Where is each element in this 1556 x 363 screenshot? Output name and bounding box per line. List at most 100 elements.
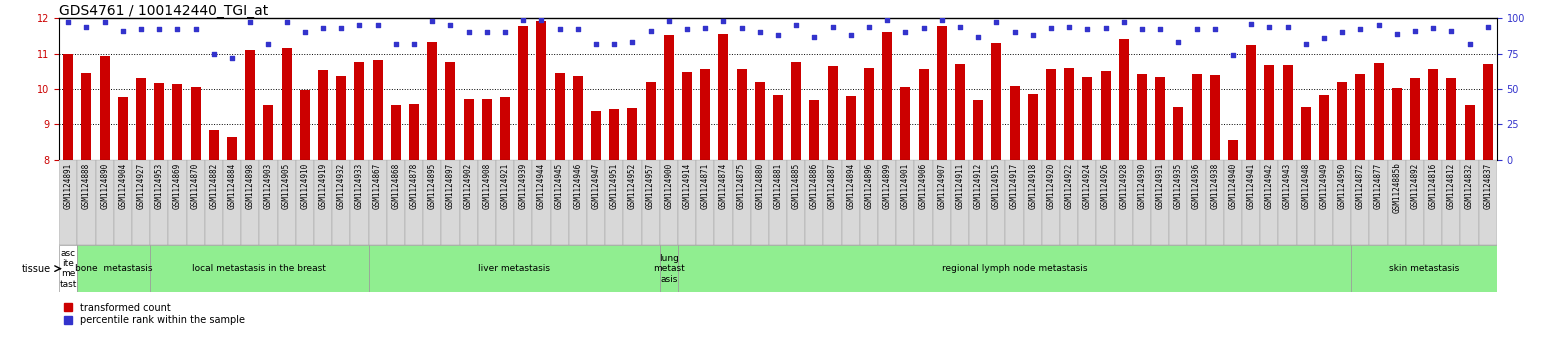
Bar bbox=[317, 70, 328, 160]
Point bbox=[56, 20, 81, 25]
Point bbox=[548, 26, 573, 32]
Bar bbox=[482, 99, 492, 160]
Bar bbox=[263, 105, 274, 160]
FancyBboxPatch shape bbox=[641, 160, 660, 245]
Text: GSM1124875: GSM1124875 bbox=[738, 162, 745, 208]
Bar bbox=[464, 99, 473, 160]
Bar bbox=[81, 73, 92, 160]
Bar bbox=[1246, 45, 1256, 160]
Point bbox=[929, 17, 954, 23]
Bar bbox=[664, 35, 674, 160]
Point bbox=[293, 29, 317, 35]
Text: GSM1124812: GSM1124812 bbox=[1447, 162, 1456, 208]
Bar bbox=[445, 62, 456, 160]
Bar bbox=[227, 138, 237, 160]
Text: GSM1124928: GSM1124928 bbox=[1119, 162, 1128, 208]
Bar bbox=[809, 100, 820, 160]
FancyBboxPatch shape bbox=[1169, 160, 1187, 245]
Point bbox=[784, 23, 809, 28]
FancyBboxPatch shape bbox=[1478, 160, 1497, 245]
Bar bbox=[591, 111, 601, 160]
FancyBboxPatch shape bbox=[260, 160, 277, 245]
Point bbox=[1439, 28, 1464, 34]
Bar bbox=[901, 87, 910, 160]
Text: GSM1124922: GSM1124922 bbox=[1064, 162, 1074, 208]
FancyBboxPatch shape bbox=[696, 160, 714, 245]
Bar bbox=[518, 26, 527, 160]
Text: GSM1124904: GSM1124904 bbox=[118, 162, 128, 208]
FancyBboxPatch shape bbox=[951, 160, 969, 245]
FancyBboxPatch shape bbox=[532, 160, 551, 245]
Point bbox=[1274, 24, 1299, 29]
Text: GSM1124895: GSM1124895 bbox=[428, 162, 437, 208]
FancyBboxPatch shape bbox=[1043, 160, 1060, 245]
Legend: transformed count, percentile rank within the sample: transformed count, percentile rank withi… bbox=[64, 302, 244, 326]
Bar bbox=[1046, 69, 1057, 160]
Text: GSM1124946: GSM1124946 bbox=[573, 162, 582, 208]
Point bbox=[1002, 29, 1027, 35]
FancyBboxPatch shape bbox=[1187, 160, 1206, 245]
Text: GSM1124832: GSM1124832 bbox=[1466, 162, 1474, 208]
FancyBboxPatch shape bbox=[369, 160, 387, 245]
FancyBboxPatch shape bbox=[551, 160, 568, 245]
FancyBboxPatch shape bbox=[787, 160, 806, 245]
Point bbox=[1203, 26, 1228, 32]
Point bbox=[801, 34, 826, 40]
Point bbox=[839, 32, 864, 38]
Text: GSM1124921: GSM1124921 bbox=[501, 162, 509, 208]
Bar bbox=[972, 99, 983, 160]
FancyBboxPatch shape bbox=[496, 160, 513, 245]
Text: GSM1124887: GSM1124887 bbox=[828, 162, 837, 208]
Text: GSM1124899: GSM1124899 bbox=[882, 162, 892, 208]
Bar bbox=[173, 83, 182, 160]
Text: GSM1124919: GSM1124919 bbox=[319, 162, 327, 208]
Text: GDS4761 / 100142440_TGI_at: GDS4761 / 100142440_TGI_at bbox=[59, 4, 268, 18]
Text: GSM1124945: GSM1124945 bbox=[555, 162, 565, 208]
FancyBboxPatch shape bbox=[350, 160, 369, 245]
Bar bbox=[428, 42, 437, 160]
Point bbox=[219, 55, 244, 61]
Text: GSM1124936: GSM1124936 bbox=[1192, 162, 1201, 208]
Bar bbox=[736, 69, 747, 160]
Bar bbox=[537, 21, 546, 160]
FancyBboxPatch shape bbox=[369, 245, 660, 292]
Point bbox=[730, 25, 755, 31]
Bar bbox=[627, 108, 638, 160]
Point bbox=[675, 26, 700, 32]
FancyBboxPatch shape bbox=[750, 160, 769, 245]
Point bbox=[1165, 39, 1190, 45]
FancyBboxPatch shape bbox=[1024, 160, 1043, 245]
Point bbox=[529, 17, 554, 23]
Text: GSM1124869: GSM1124869 bbox=[173, 162, 182, 208]
Bar bbox=[1064, 68, 1074, 160]
Text: asc
ite
me
tast: asc ite me tast bbox=[59, 249, 76, 289]
Text: GSM1124942: GSM1124942 bbox=[1265, 162, 1274, 208]
Text: GSM1124950: GSM1124950 bbox=[1338, 162, 1346, 208]
Point bbox=[948, 24, 972, 29]
Point bbox=[638, 28, 663, 34]
FancyBboxPatch shape bbox=[1114, 160, 1133, 245]
FancyBboxPatch shape bbox=[187, 160, 205, 245]
Point bbox=[856, 24, 881, 29]
Text: GSM1124917: GSM1124917 bbox=[1010, 162, 1019, 208]
FancyBboxPatch shape bbox=[1388, 160, 1407, 245]
Bar bbox=[409, 104, 419, 160]
Point bbox=[1057, 24, 1081, 29]
Point bbox=[311, 25, 336, 31]
Bar bbox=[682, 72, 692, 160]
Point bbox=[747, 29, 772, 35]
Point bbox=[238, 20, 263, 25]
Text: GSM1124891: GSM1124891 bbox=[64, 162, 73, 208]
Bar bbox=[64, 54, 73, 160]
Bar bbox=[846, 96, 856, 160]
Point bbox=[1111, 20, 1136, 25]
Bar bbox=[1209, 75, 1220, 160]
FancyBboxPatch shape bbox=[168, 160, 187, 245]
Bar bbox=[1464, 105, 1475, 160]
Point bbox=[328, 25, 353, 31]
Point bbox=[1385, 31, 1410, 37]
Text: GSM1124892: GSM1124892 bbox=[1410, 162, 1419, 208]
FancyBboxPatch shape bbox=[1097, 160, 1114, 245]
Point bbox=[1366, 23, 1391, 28]
Point bbox=[1021, 32, 1046, 38]
